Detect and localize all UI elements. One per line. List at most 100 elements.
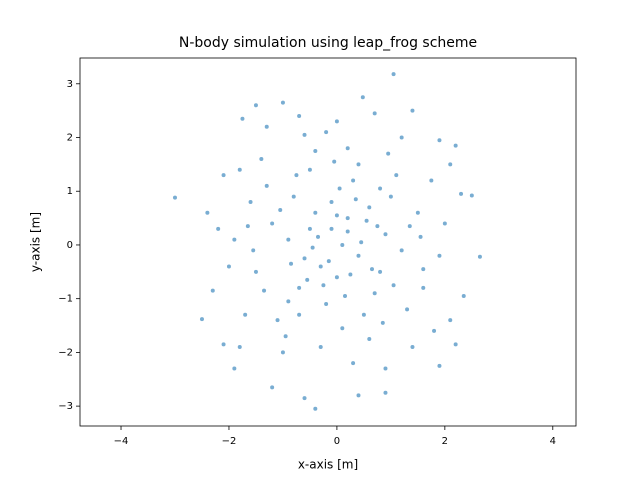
point [391,72,396,77]
point [453,143,458,148]
point [378,269,383,274]
plot-frame [79,57,577,427]
point [259,156,264,161]
point [326,259,331,264]
point [405,307,410,312]
point [410,345,415,350]
y-tick-label: −1 [58,294,73,305]
point [297,285,302,290]
y-tick-label: −2 [58,347,73,358]
point [237,345,242,350]
point [361,312,366,317]
point [372,291,377,296]
point [345,229,350,234]
point [305,277,310,282]
point [410,108,415,113]
point [386,151,391,156]
point [313,406,318,411]
point [388,194,393,199]
point [221,173,226,178]
point [253,269,258,274]
chart-title: N-body simulation using leap_frog scheme [179,35,477,51]
point [286,237,291,242]
point [302,396,307,401]
point [318,345,323,350]
point [356,162,361,167]
point [383,232,388,237]
point [289,261,294,266]
y-tick-label: 0 [67,240,73,251]
point [294,173,299,178]
point [453,342,458,347]
point [469,193,474,198]
point [316,234,321,239]
point [359,240,364,245]
point [399,248,404,253]
point [432,328,437,333]
point [334,275,339,280]
point [356,393,361,398]
point [383,390,388,395]
point [324,130,329,135]
point [297,312,302,317]
point [391,283,396,288]
point [232,237,237,242]
point [351,361,356,366]
x-tick-label: 4 [550,436,556,447]
point [334,119,339,124]
point [442,221,447,226]
point [232,366,237,371]
point [429,178,434,183]
point [275,318,280,323]
point [307,167,312,172]
point [302,256,307,261]
point [437,253,442,258]
point [421,267,426,272]
point [237,167,242,172]
point [264,183,269,188]
point [367,336,372,341]
point [448,162,453,167]
point [407,224,412,229]
point [253,103,258,108]
x-axis-label: x-axis [m] [298,458,358,472]
point [369,267,374,272]
point [329,226,334,231]
point [461,293,466,298]
point [351,178,356,183]
point [372,111,377,116]
point [313,148,318,153]
point [240,116,245,121]
y-tick-label: 3 [67,79,73,90]
y-tick-label: 1 [67,186,73,197]
point [280,100,285,105]
point [226,264,231,269]
point [264,124,269,129]
point [278,208,283,213]
point [205,210,210,215]
point [337,186,342,191]
point [383,366,388,371]
point [262,288,267,293]
point [221,342,226,347]
x-tick-label: 0 [334,436,340,447]
y-tick-label: −3 [58,401,73,412]
point [318,264,323,269]
point [345,216,350,221]
point [172,195,177,200]
point [477,254,482,259]
point [329,199,334,204]
point [345,146,350,151]
point [283,334,288,339]
point [360,95,365,100]
point [245,224,250,229]
point [418,234,423,239]
x-tick-label: −4 [114,436,129,447]
point [394,173,399,178]
point [321,283,326,288]
point [216,226,221,231]
point [421,285,426,290]
point [243,312,248,317]
point [280,350,285,355]
